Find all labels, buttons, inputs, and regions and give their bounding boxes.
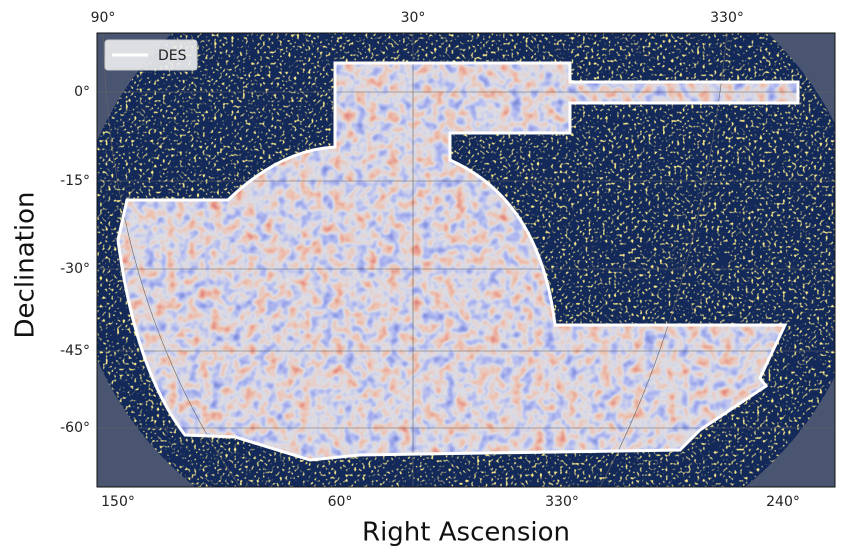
left-tick-label: -45° [60,343,90,359]
left-tick-label: -60° [60,420,90,436]
bottom-tick-label: 240° [766,494,800,510]
left-tick-label: -15° [60,173,90,189]
y-axis-label: Declination [11,192,41,339]
legend [104,39,198,71]
top-tick-label: 90° [91,10,116,26]
left-tick-label: -30° [60,261,90,277]
bottom-tick-label: 60° [328,494,353,510]
graticule [97,33,835,487]
legend-label: DES [158,48,187,64]
bottom-tick-label: 330° [545,494,579,510]
bottom-tick-label: 150° [101,494,135,510]
left-tick-label: 0° [74,84,90,100]
x-axis-label: Right Ascension [362,518,570,548]
plot-area: DES [97,33,835,487]
plot-frame [96,32,836,488]
top-tick-label: 30° [401,10,426,26]
top-tick-label: 330° [710,10,744,26]
